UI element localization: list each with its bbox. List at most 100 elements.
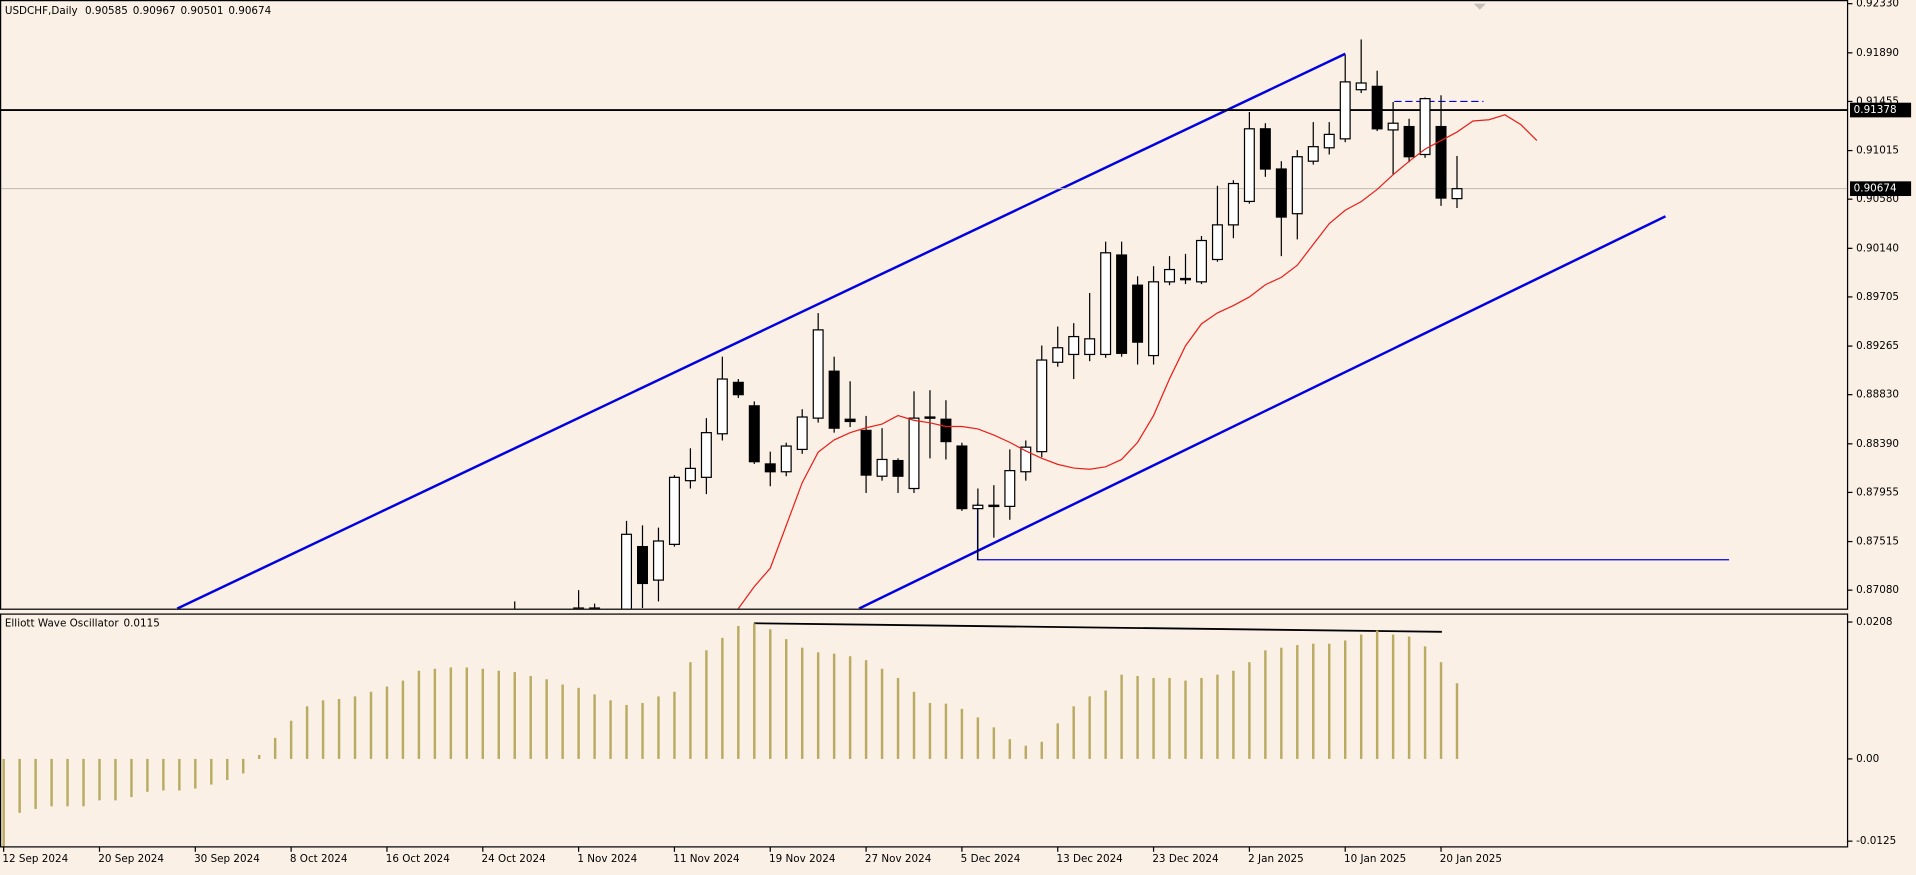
y-tick-label: 0.91890: [1856, 47, 1899, 59]
oscillator-bar: [753, 623, 756, 759]
oscillator-bar: [1264, 650, 1267, 759]
candle-body: [1100, 252, 1112, 356]
oscillator-bar: [976, 717, 980, 759]
oscillator-bar: [1423, 646, 1427, 759]
candle-body: [668, 476, 680, 545]
candle-body: [1403, 125, 1415, 158]
oscillator-bar: [82, 758, 85, 807]
oscillator-bar: [960, 708, 964, 759]
oscillator-bar: [353, 696, 357, 759]
candle-body: [589, 607, 601, 609]
candle-body: [1355, 82, 1367, 91]
oscillator-bar: [832, 653, 836, 759]
oscillator-bar: [609, 700, 612, 759]
x-tick-label: 2 Jan 2025: [1248, 853, 1304, 865]
ohlc-open: 0.90585: [85, 5, 128, 17]
candle-body: [1084, 338, 1096, 356]
candle-body: [812, 329, 824, 419]
candle-body: [892, 459, 904, 477]
shift-marker: [1473, 3, 1486, 10]
y-tick-label: 0.88830: [1856, 389, 1899, 401]
candle-body: [1004, 470, 1016, 507]
oscillator-bar: [912, 691, 916, 759]
oscillator-frame: [0, 613, 1849, 848]
level-tag: 0.91378: [1854, 104, 1897, 116]
y-tick-label: 0.92330: [1856, 0, 1899, 10]
candle-body: [684, 467, 696, 482]
oscillator-bar: [449, 667, 453, 759]
oscillator-bar: [178, 758, 181, 791]
candle-body: [700, 432, 712, 478]
oscillator-bar: [673, 691, 676, 759]
oscillator-bar: [465, 667, 469, 759]
oscillator-bar: [1439, 662, 1443, 759]
candle-body: [652, 540, 664, 581]
oscillator-bar: [226, 758, 229, 780]
channel-upper: [176, 52, 1346, 609]
oscillator-bar: [689, 662, 692, 759]
candle-body: [748, 405, 760, 463]
oscillator-bar: [1168, 677, 1171, 759]
candle-body: [1180, 277, 1191, 281]
x-tick-label: 1 Nov 2024: [577, 853, 637, 865]
oscillator-bar: [928, 702, 932, 759]
candle-body: [1243, 128, 1255, 203]
oscillator-bar: [433, 668, 437, 759]
oscillator-bar: [529, 675, 532, 759]
channel-lower: [858, 215, 1667, 609]
y-tick-label: 0.90580: [1856, 193, 1899, 205]
oscillator-bar: [785, 639, 788, 759]
candle-body: [1068, 335, 1080, 356]
oscillator-bar: [1200, 677, 1203, 759]
candle-body: [1387, 122, 1399, 131]
oscillator-bar: [98, 758, 101, 801]
y-tick-label: 0.89705: [1856, 291, 1899, 303]
oscillator-bar: [1056, 723, 1059, 759]
candle-body: [732, 381, 744, 396]
oscillator-bar: [705, 650, 708, 759]
oscillator-bar: [848, 656, 852, 759]
oscillator-bar: [1136, 675, 1139, 759]
oscillator-bar: [864, 660, 868, 759]
oscillator-bar: [1216, 674, 1219, 759]
candle-body: [1259, 128, 1271, 170]
y-tick-label: 0.87080: [1856, 584, 1899, 596]
x-tick-label: 13 Dec 2024: [1057, 853, 1124, 865]
oscillator-bar: [721, 637, 724, 759]
candle-body: [1227, 182, 1239, 226]
ohlc-high: 0.90967: [133, 5, 176, 17]
candle-body: [621, 533, 633, 609]
candle-body: [780, 445, 792, 473]
candle-body: [972, 504, 984, 510]
candle-body: [956, 445, 968, 510]
ohlc-close: 0.90674: [228, 5, 271, 17]
oscillator-bar: [657, 696, 660, 759]
oscillator-bar: [130, 758, 133, 798]
indicator-value: 0.0115: [124, 617, 160, 629]
candle-body: [876, 458, 888, 477]
candle-body: [1036, 359, 1048, 453]
oscillator-bar: [417, 670, 421, 759]
x-tick-label: 27 Nov 2024: [865, 853, 932, 865]
oscillator-bar: [577, 687, 580, 759]
x-tick-label: 8 Oct 2024: [290, 853, 348, 865]
oscillator-bar: [497, 670, 500, 759]
candle-body: [828, 370, 840, 429]
candle-body: [636, 545, 648, 585]
oscillator-bar: [369, 691, 373, 759]
oscillator-bar: [1328, 643, 1331, 759]
price-frame: [0, 0, 1849, 610]
oscillator-bar: [210, 758, 213, 785]
candle-body: [940, 418, 952, 443]
moving-average: [737, 114, 1538, 609]
candle-body: [1323, 133, 1335, 149]
candle-body: [1435, 125, 1447, 199]
oscillator-bar: [593, 694, 596, 759]
candle-body: [716, 378, 728, 435]
candle-body: [1132, 284, 1144, 343]
candle-body: [988, 504, 1000, 508]
price-tag: 0.90674: [1854, 183, 1897, 195]
oscillator-bar: [2, 758, 5, 847]
oscillator-trendline: [753, 622, 1442, 633]
